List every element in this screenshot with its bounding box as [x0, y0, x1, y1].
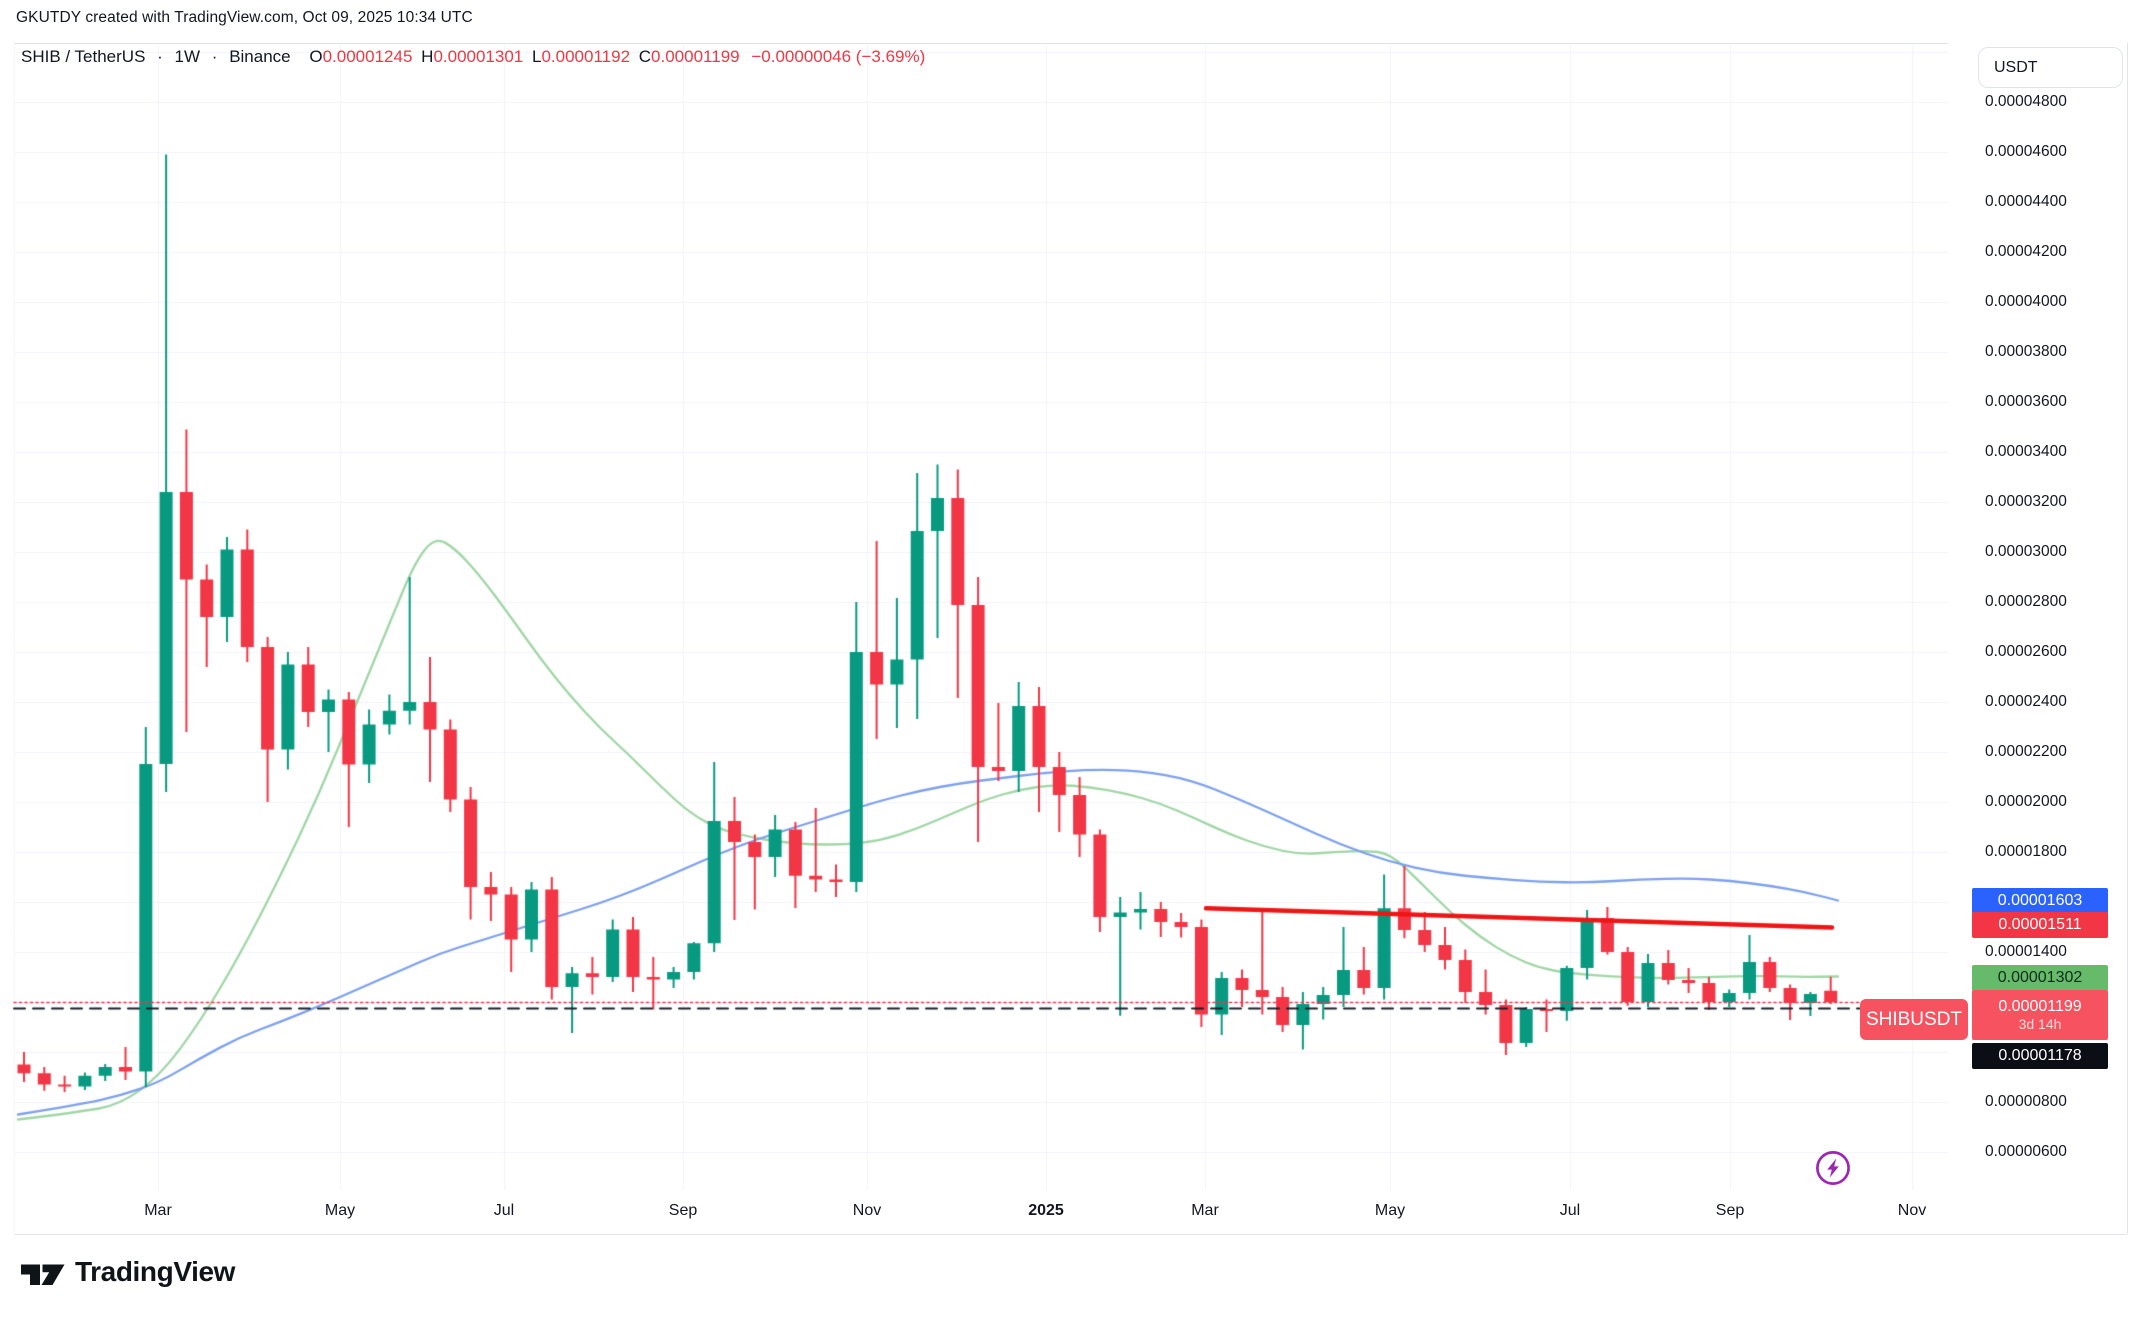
price-axis-label: 0.00004600 [1985, 143, 2067, 160]
price-axis-label: 0.00000600 [1985, 1143, 2067, 1160]
price-axis-label: 0.00002200 [1985, 743, 2067, 760]
price-axis-label: 0.00003600 [1985, 393, 2067, 410]
panel-bottom-border [14, 1234, 2127, 1235]
last-price-value: 0.00001199 [1998, 998, 2082, 1015]
legend-open-label: O [309, 47, 323, 66]
page-title: GKUTDY created with TradingView.com, Oct… [16, 9, 473, 26]
symbol-legend[interactable]: SHIB / TetherUS · 1W · Binance O0.000012… [21, 47, 925, 67]
panel-top-border [14, 43, 2127, 44]
price-axis-label: 0.00004200 [1985, 243, 2067, 260]
price-axis-label: 0.00002000 [1985, 793, 2067, 810]
price-axis-label: 0.00003800 [1985, 343, 2067, 360]
price-axis-label: 0.00002600 [1985, 643, 2067, 660]
time-axis-label: May [1374, 1202, 1406, 1219]
legend-close-label: C [638, 47, 652, 66]
price-axis-label: 0.00004800 [1985, 93, 2067, 110]
time-axis-label: May [324, 1202, 356, 1219]
time-axis-label: Nov [852, 1202, 882, 1219]
time-axis-label: Sep [1715, 1202, 1745, 1219]
legend-exchange[interactable]: Binance [229, 47, 291, 66]
time-axis-label: Sep [668, 1202, 698, 1219]
price-axis-label: 0.00003000 [1985, 543, 2067, 560]
price-axis-label: 0.00000800 [1985, 1093, 2067, 1110]
legend-interval[interactable]: 1W [174, 47, 201, 66]
time-axis-label: Jul [493, 1202, 515, 1219]
lightning-icon[interactable] [1814, 1149, 1852, 1187]
legend-low-value: 0.00001192 [541, 47, 631, 66]
ma-green-price-badge: 0.00001302 [1972, 965, 2108, 991]
level-price-badge: 0.00001178 [1972, 1043, 2108, 1069]
legend-high-label: H [421, 47, 434, 66]
time-axis-label: Mar [1191, 1202, 1219, 1219]
tradingview-logo[interactable]: TradingView [21, 1256, 235, 1288]
legend-open-value: 0.00001245 [322, 47, 413, 66]
trendline-price-badge: 0.00001511 [1972, 912, 2108, 938]
price-axis-label: 0.00002400 [1985, 693, 2067, 710]
time-axis-label: Mar [144, 1202, 172, 1219]
tradingview-logo-icon [21, 1264, 65, 1285]
last-price-badge: 0.00001199 3d 14h [1972, 990, 2108, 1040]
symbol-price-line-tag: SHIBUSDT [1860, 999, 1968, 1040]
price-axis-label: 0.00004400 [1985, 193, 2067, 210]
legend-separator: · [157, 47, 163, 66]
tradingview-logo-text: TradingView [75, 1256, 236, 1287]
price-axis-label: 0.00003400 [1985, 443, 2067, 460]
time-axis-label: Nov [1897, 1202, 1927, 1219]
legend-symbol[interactable]: SHIB / TetherUS [21, 47, 146, 66]
price-axis-label: 0.00004000 [1985, 293, 2067, 310]
panel-right-border [2127, 43, 2128, 1234]
legend-change: −0.00000046 (−3.69%) [751, 47, 926, 66]
bar-countdown: 3d 14h [2018, 1016, 2062, 1033]
legend-separator: · [211, 47, 218, 66]
ma-blue-price-badge: 0.00001603 [1972, 888, 2108, 914]
price-axis-label: 0.00003200 [1985, 493, 2067, 510]
legend-low-label: L [532, 47, 542, 66]
currency-toggle-button[interactable]: USDT [1978, 47, 2123, 88]
price-axis-label: 0.00002800 [1985, 593, 2067, 610]
legend-close-value: 0.00001199 [651, 47, 740, 66]
price-axis-label: 0.00001400 [1985, 943, 2067, 960]
price-axis-label: 0.00001800 [1985, 843, 2067, 860]
legend-high-value: 0.00001301 [433, 47, 524, 66]
time-axis-label: 2025 [1028, 1202, 1064, 1219]
time-axis-label: Jul [1559, 1202, 1581, 1219]
